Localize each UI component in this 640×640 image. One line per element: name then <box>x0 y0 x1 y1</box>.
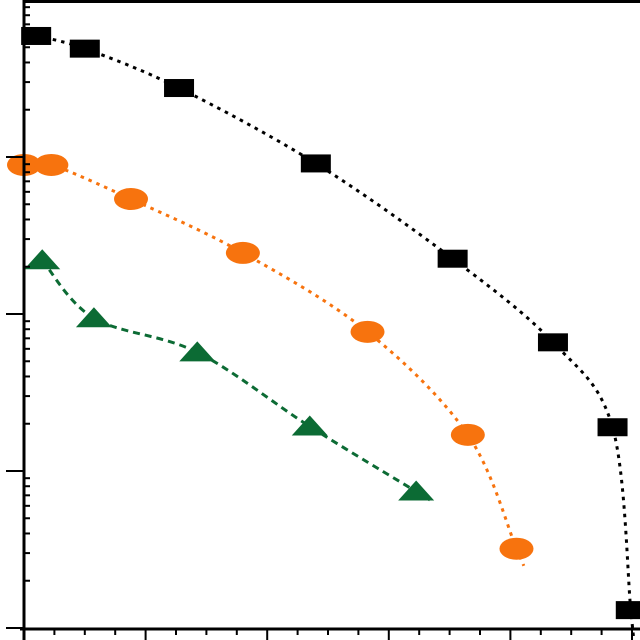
series-2-point-2 <box>34 153 69 176</box>
series-1-point-1 <box>21 26 52 45</box>
axes <box>6 0 640 640</box>
series-1-point-5 <box>437 249 468 268</box>
markers <box>7 26 640 620</box>
series-1-point-3 <box>164 79 195 98</box>
series-3-point-2 <box>75 307 112 328</box>
series-1-point-4 <box>300 154 331 173</box>
series-2-point-5 <box>350 320 385 343</box>
series-2-point-6 <box>450 423 485 446</box>
series-3-point-1 <box>24 249 61 270</box>
series-1-point-8 <box>615 601 640 620</box>
series-1-point-7 <box>597 418 628 437</box>
series-2-point-7 <box>499 537 534 560</box>
series-3-point-5 <box>398 480 435 501</box>
series-1-point-6 <box>537 333 568 352</box>
series-3-point-3 <box>179 341 216 362</box>
series-2-point-3 <box>114 188 149 211</box>
series-1-point-2 <box>69 39 100 58</box>
series-2-fit-line <box>23 160 526 567</box>
series-2-point-4 <box>225 241 260 264</box>
series-3-point-4 <box>291 415 328 436</box>
